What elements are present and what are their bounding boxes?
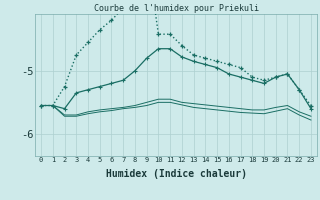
Title: Courbe de l'humidex pour Priekuli: Courbe de l'humidex pour Priekuli (93, 4, 259, 13)
X-axis label: Humidex (Indice chaleur): Humidex (Indice chaleur) (106, 169, 246, 179)
